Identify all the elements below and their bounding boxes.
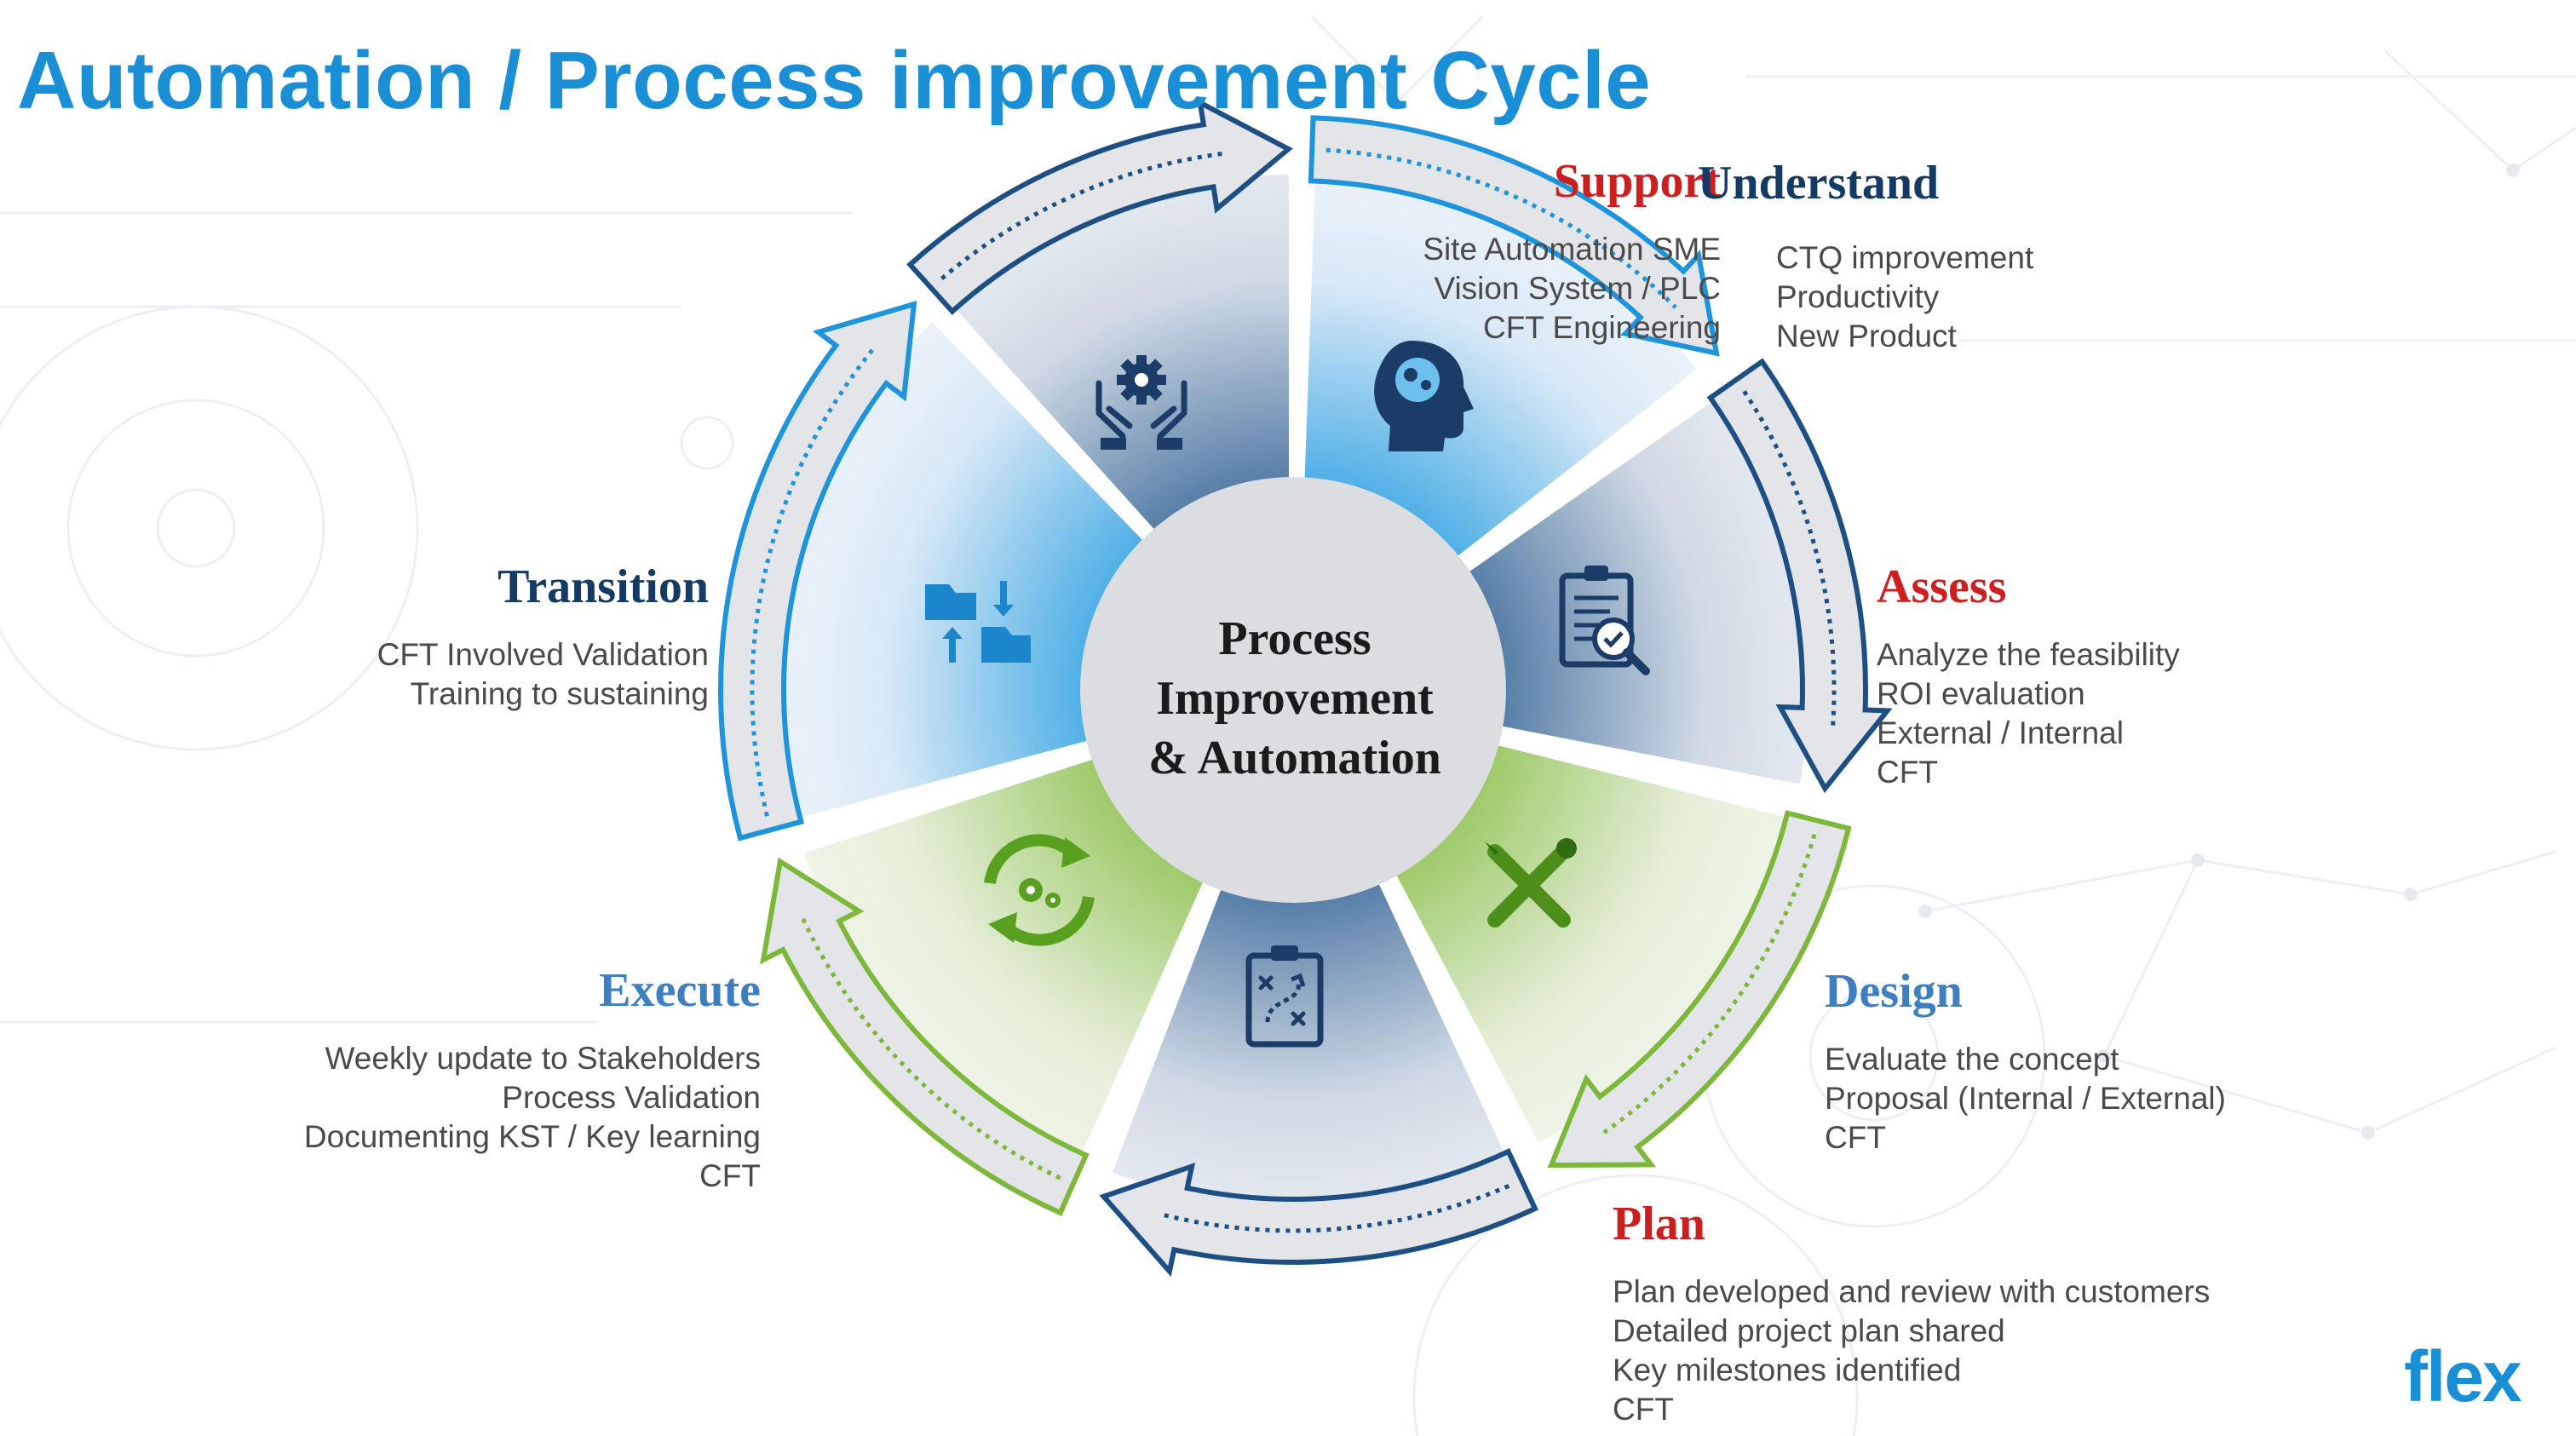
list-item: ROI evaluation <box>1877 676 2085 711</box>
stage-assess-list: Analyze the feasibility ROI evaluation E… <box>1877 635 2180 792</box>
list-item: Documenting KST / Key learning <box>303 1119 761 1154</box>
list-item: External / Internal <box>1877 715 2124 750</box>
arrow-assess <box>1706 358 1893 794</box>
list-item: Detailed project plan shared <box>1613 1313 2005 1348</box>
stage-execute: Execute Weekly update to Stakeholders Pr… <box>304 962 761 1196</box>
list-item: Evaluate the concept <box>1825 1042 2119 1077</box>
arrow-dots-support <box>940 151 1228 281</box>
list-item: New Product <box>1776 319 1957 353</box>
list-item: CFT Engineering <box>1482 310 1721 345</box>
arrow-dots-transition <box>750 348 875 817</box>
arrow-dots-execute <box>801 917 1061 1180</box>
arrow-plan <box>1099 1148 1538 1278</box>
stage-plan: Plan Plan developed and review with cust… <box>1613 1196 2210 1429</box>
stage-assess: Assess Analyze the feasibility ROI evalu… <box>1877 559 2180 792</box>
stage-understand: Understand CTQ improvement Productivity … <box>1698 155 2033 356</box>
list-item: CFT <box>1825 1120 1886 1155</box>
arrow-dots-design <box>1601 834 1817 1135</box>
stage-transition: Transition CFT Involved Validation Train… <box>377 559 709 714</box>
clipboard-strategy-icon <box>1245 945 1324 1048</box>
list-item: Vision System / PLC <box>1434 271 1721 306</box>
arrow-dots-assess <box>1742 390 1837 728</box>
arrow-support <box>906 98 1293 315</box>
list-item: Process Validation <box>502 1080 761 1115</box>
list-item: CFT <box>1877 755 1938 790</box>
stage-plan-title: Plan <box>1613 1198 1705 1250</box>
list-item: Key milestones identified <box>1613 1353 1962 1387</box>
stage-design-title: Design <box>1825 965 1963 1018</box>
list-item: Training to sustaining <box>410 676 709 711</box>
brain-head-icon <box>1374 341 1474 451</box>
stage-execute-list: Weekly update to Stakeholders Process Va… <box>304 1039 761 1196</box>
list-item: CFT Involved Validation <box>377 637 709 672</box>
stage-design: Design Evaluate the concept Proposal (In… <box>1825 963 2226 1157</box>
stage-support-list: Site Automation SME Vision System / PLC … <box>1423 230 1721 348</box>
stage-plan-list: Plan developed and review with customers… <box>1613 1272 2210 1429</box>
stage-assess-title: Assess <box>1877 560 2007 613</box>
gears-refresh-icon <box>984 834 1095 946</box>
stage-support: Support Site Automation SME Vision Syste… <box>1423 153 1721 348</box>
list-item: Weekly update to Stakeholders <box>325 1041 761 1076</box>
arrow-design <box>1547 810 1852 1169</box>
stage-understand-title: Understand <box>1698 157 1940 210</box>
list-item: CTQ improvement <box>1776 240 2034 275</box>
clipboard-search-icon <box>1559 566 1650 675</box>
list-item: Analyze the feasibility <box>1877 637 2180 672</box>
list-item: Productivity <box>1776 279 1940 314</box>
center-text: Process Improvement & Automation <box>1148 612 1441 784</box>
list-item: Proposal (Internal / External) <box>1825 1081 2226 1116</box>
flex-logo: flex <box>2404 1336 2522 1416</box>
arrow-dots-plan <box>1161 1184 1510 1233</box>
list-item: CFT <box>699 1158 761 1193</box>
arrow-understand <box>1308 115 1720 357</box>
page-title: Automation / Process improvement Cycle <box>17 35 1652 126</box>
pencil-brush-cross-icon <box>1485 838 1577 928</box>
stage-understand-list: CTQ improvement Productivity New Product <box>1776 238 2033 356</box>
folder-transfer-icon <box>925 581 1031 663</box>
center-label: Process Improvement & Automation <box>1082 592 1508 805</box>
arrow-transition <box>718 300 917 841</box>
arrow-dots-understand <box>1325 147 1677 309</box>
list-item: Site Automation SME <box>1423 232 1721 267</box>
list-item: Plan developed and review with customers <box>1613 1274 2211 1309</box>
stage-execute-title: Execute <box>599 964 761 1017</box>
stage-design-list: Evaluate the concept Proposal (Internal … <box>1825 1040 2226 1157</box>
stage-support-title: Support <box>1553 155 1721 208</box>
stage-transition-title: Transition <box>497 560 709 613</box>
hands-gear-icon <box>1095 355 1187 450</box>
list-item: CFT <box>1613 1392 1674 1427</box>
center-circle <box>1080 477 1506 903</box>
arrow-execute <box>760 857 1090 1216</box>
stage-transition-list: CFT Involved Validation Training to sust… <box>377 635 709 714</box>
